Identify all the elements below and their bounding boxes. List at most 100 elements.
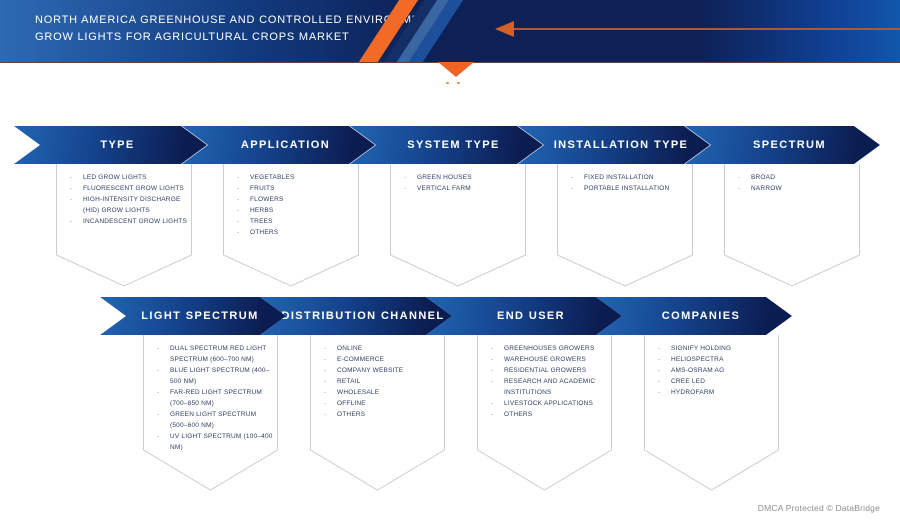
segment-item-text: FLOWERS [250,196,284,203]
segment-item: - FLUORESCENT GROW LIGHTS [70,183,187,194]
segment-item: - LED GROW LIGHTS [70,172,187,183]
bullet-icon: - [157,411,160,418]
bullet-icon: - [237,196,240,203]
segment-item-text: SIGNIFY HOLDING [671,345,732,352]
segment-box-spectrum: - BROAD - NARROW [724,164,860,255]
segment-item-text: VEGETABLES [250,174,295,181]
segment-arrow-label: APPLICATION [240,139,331,151]
segment-item: - RETAIL [324,376,440,387]
bullet-icon: - [658,378,661,385]
segment-item-list: - GREEN HOUSES - VERTICAL FARM [391,164,525,194]
down-triangle-icon [438,62,474,77]
segment-box-point [310,450,445,491]
segment-item-text: RESEARCH AND ACADEMIC INSTITUTIONS [504,378,596,396]
segment-item-list: - GREENHOUSES GROWERS - WAREHOUSE GROWERS - R… [478,335,611,420]
segment-item-text: HERBS [250,207,274,214]
bullet-icon: - [157,389,160,396]
segment-item-text: NARROW [751,185,782,192]
segment-item-text: BROAD [751,174,776,181]
segment-item-text: OTHERS [504,411,533,418]
bullet-icon: - [571,185,574,192]
segment-item: - OTHERS [324,409,440,420]
segment-arrow-application: APPLICATION [182,126,375,164]
bullet-icon: - [324,345,327,352]
segment-item: - HERBS [237,205,354,216]
segment-arrow-distribution-channel: DISTRIBUTION CHANNEL [260,297,452,335]
segment-item: - HELIOSPECTRA [658,354,774,365]
segment-item-list: - SIGNIFY HOLDING - HELIOSPECTRA - AMS-OSRAM … [645,335,778,398]
segment-item: - LIVESTOCK APPLICATIONS [491,398,607,409]
segment-item-list: - ONLINE - E-COMMERCE - COMPANY WEBSITE - RETAI… [311,335,444,420]
segment-item-text: LED GROW LIGHTS [83,174,147,181]
bullet-icon: - [738,185,741,192]
segment-item-text: HELIOSPECTRA [671,356,724,363]
bullet-icon: - [70,196,73,203]
bullet-icon: - [491,345,494,352]
header-accent-line [513,28,900,30]
bullet-icon: - [70,174,73,181]
segment-item: - ONLINE [324,343,440,354]
segment-item: - FIXED INSTALLATION [571,172,688,183]
segment-arrow-label: INSTALLATION TYPE [553,139,689,151]
segment-item: - NARROW [738,183,855,194]
segment-box-point [477,450,612,491]
segment-item-text: RETAIL [337,378,361,385]
segment-item: - INCANDESCENT GROW LIGHTS [70,216,187,227]
segment-arrow-type: TYPE [14,126,207,164]
segment-item: - VERTICAL FARM [404,183,521,194]
segment-item-list: - FIXED INSTALLATION - PORTABLE INSTALLATIO… [558,164,692,194]
bullet-icon: - [324,367,327,374]
segment-item-text: LIVESTOCK APPLICATIONS [504,400,594,407]
segment-box-application: - VEGETABLES - FRUITS - FLOWERS - HERBS - TREES - O… [223,164,359,255]
segment-arrow-label: END USER [496,310,566,322]
segment-arrow-label: COMPANIES [661,310,741,322]
orange-dot [446,82,449,84]
segment-item-text: COMPANY WEBSITE [337,367,404,374]
bullet-icon: - [324,389,327,396]
bullet-icon: - [70,218,73,225]
segment-item: - RESEARCH AND ACADEMIC INSTITUTIONS [491,376,607,398]
segment-box-system-type: - GREEN HOUSES - VERTICAL FARM [390,164,526,255]
segment-arrow-label: SPECTRUM [753,139,826,151]
bullet-icon: - [237,174,240,181]
segment-item-text: GREEN LIGHT SPECTRUM (500–600 NM) [170,411,257,429]
segment-item-text: WAREHOUSE GROWERS [504,356,586,363]
bullet-icon: - [491,411,494,418]
bullet-icon: - [658,367,661,374]
segment-item: - AMS-OSRAM AG [658,365,774,376]
segment-item-text: HIGH-INTENSITY DISCHARGE (HID) GROW LIGH… [83,196,181,214]
bullet-icon: - [404,185,407,192]
segment-item: - GREENHOUSES GROWERS [491,343,607,354]
segment-arrow-label: DISTRIBUTION CHANNEL [281,310,445,322]
header-banner: NORTH AMERICA GREENHOUSE AND CONTROLLED … [0,0,900,63]
segment-item-text: DUAL SPECTRUM RED LIGHT SPECTRUM (600–70… [170,345,267,363]
segment-arrow-light-spectrum: LIGHT SPECTRUM [100,297,286,335]
segment-item: - BLUE LIGHT SPECTRUM (400–500 NM) [157,365,273,387]
bullet-icon: - [324,356,327,363]
segment-item-text: TREES [250,218,273,225]
segment-item: - FAR-RED LIGHT SPECTRUM (700–850 NM) [157,387,273,409]
segment-item: - FRUITS [237,183,354,194]
orange-dot [457,82,460,84]
segment-item-text: AMS-OSRAM AG [671,367,725,374]
bullet-icon: - [491,400,494,407]
bullet-icon: - [237,218,240,225]
segment-box-point [223,255,359,287]
bullet-icon: - [491,378,494,385]
segment-box-point [390,255,526,287]
segment-box-companies: - SIGNIFY HOLDING - HELIOSPECTRA - AMS-OSRAM … [644,335,779,450]
segment-box-point [644,450,779,491]
segment-item-text: OTHERS [337,411,366,418]
segment-arrow-system-type: SYSTEM TYPE [350,126,543,164]
segment-box-light-spectrum: - DUAL SPECTRUM RED LIGHT SPECTRUM (600–7… [143,335,278,453]
segment-box-type: - LED GROW LIGHTS - FLUORESCENT GROW LIGHTS… [56,164,192,255]
segment-box-point [143,450,278,491]
bullet-icon: - [237,229,240,236]
bullet-icon: - [237,185,240,192]
segment-item: - PORTABLE INSTALLATION [571,183,688,194]
segment-item: - UV LIGHT SPECTRUM (100–400 NM) [157,431,273,453]
segment-item: - GREEN HOUSES [404,172,521,183]
segment-item-text: CREE LED [671,378,706,385]
segment-item: - FLOWERS [237,194,354,205]
